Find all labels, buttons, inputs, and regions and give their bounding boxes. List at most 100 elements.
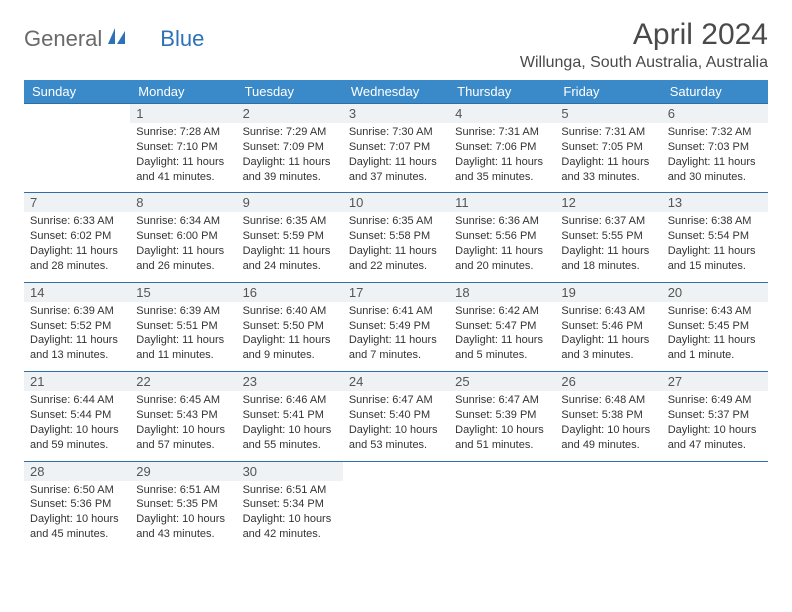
- day-info: Sunrise: 6:43 AMSunset: 5:45 PMDaylight:…: [662, 302, 768, 371]
- day-number-cell: 12: [555, 192, 661, 212]
- dayhead-sat: Saturday: [662, 80, 768, 103]
- day-info-cell: [24, 123, 130, 192]
- sunset-text: Sunset: 5:46 PM: [561, 319, 655, 334]
- day-number-cell: 9: [237, 192, 343, 212]
- day-number-cell: 11: [449, 192, 555, 212]
- daylight-text: Daylight: 11 hours: [136, 244, 230, 259]
- sunrise-text: Sunrise: 7:32 AM: [668, 125, 762, 140]
- day-number: 19: [555, 282, 661, 302]
- daylight-text: Daylight: 11 hours: [561, 155, 655, 170]
- dayhead-thu: Thursday: [449, 80, 555, 103]
- day-info-cell: Sunrise: 6:51 AMSunset: 5:35 PMDaylight:…: [130, 481, 236, 550]
- sunset-text: Sunset: 5:49 PM: [349, 319, 443, 334]
- day-number-cell: 22: [130, 371, 236, 391]
- daylight-text: and 3 minutes.: [561, 348, 655, 363]
- day-number: 18: [449, 282, 555, 302]
- sunset-text: Sunset: 6:00 PM: [136, 229, 230, 244]
- sunrise-text: Sunrise: 6:44 AM: [30, 393, 124, 408]
- daylight-text: Daylight: 10 hours: [136, 512, 230, 527]
- day-info: Sunrise: 6:50 AMSunset: 5:36 PMDaylight:…: [24, 481, 130, 550]
- sunrise-text: Sunrise: 6:45 AM: [136, 393, 230, 408]
- day-number-cell: 29: [130, 461, 236, 481]
- day-info-cell: [555, 481, 661, 550]
- calendar-table: Sunday Monday Tuesday Wednesday Thursday…: [24, 80, 768, 550]
- day-number-cell: [662, 461, 768, 481]
- daylight-text: Daylight: 11 hours: [243, 333, 337, 348]
- day-number: 11: [449, 192, 555, 212]
- daylight-text: Daylight: 11 hours: [561, 333, 655, 348]
- day-number: 2: [237, 103, 343, 123]
- week-info-row: Sunrise: 6:50 AMSunset: 5:36 PMDaylight:…: [24, 481, 768, 550]
- week-number-row: 78910111213: [24, 192, 768, 212]
- day-number: 21: [24, 371, 130, 391]
- sunset-text: Sunset: 5:37 PM: [668, 408, 762, 423]
- daylight-text: and 20 minutes.: [455, 259, 549, 274]
- sunrise-text: Sunrise: 6:41 AM: [349, 304, 443, 319]
- daylight-text: and 13 minutes.: [30, 348, 124, 363]
- day-number-cell: 3: [343, 103, 449, 123]
- daylight-text: and 28 minutes.: [30, 259, 124, 274]
- day-number: [555, 461, 661, 466]
- day-info: Sunrise: 7:32 AMSunset: 7:03 PMDaylight:…: [662, 123, 768, 192]
- daylight-text: Daylight: 10 hours: [30, 512, 124, 527]
- sunset-text: Sunset: 7:03 PM: [668, 140, 762, 155]
- sunset-text: Sunset: 6:02 PM: [30, 229, 124, 244]
- dayhead-sun: Sunday: [24, 80, 130, 103]
- sunrise-text: Sunrise: 7:30 AM: [349, 125, 443, 140]
- daylight-text: Daylight: 10 hours: [243, 512, 337, 527]
- sunrise-text: Sunrise: 7:31 AM: [561, 125, 655, 140]
- sunrise-text: Sunrise: 6:47 AM: [455, 393, 549, 408]
- brand-logo: General Blue: [24, 26, 204, 52]
- sunrise-text: Sunrise: 6:46 AM: [243, 393, 337, 408]
- day-info: Sunrise: 7:29 AMSunset: 7:09 PMDaylight:…: [237, 123, 343, 192]
- daylight-text: and 51 minutes.: [455, 438, 549, 453]
- sunset-text: Sunset: 5:41 PM: [243, 408, 337, 423]
- daylight-text: and 7 minutes.: [349, 348, 443, 363]
- day-info: Sunrise: 6:33 AMSunset: 6:02 PMDaylight:…: [24, 212, 130, 281]
- day-info: Sunrise: 6:38 AMSunset: 5:54 PMDaylight:…: [662, 212, 768, 281]
- sunrise-text: Sunrise: 6:39 AM: [136, 304, 230, 319]
- week-number-row: 21222324252627: [24, 371, 768, 391]
- daylight-text: and 22 minutes.: [349, 259, 443, 274]
- title-block: April 2024 Willunga, South Australia, Au…: [520, 18, 768, 72]
- day-info: [24, 123, 130, 185]
- day-number-cell: 28: [24, 461, 130, 481]
- day-number: 5: [555, 103, 661, 123]
- day-info: Sunrise: 6:36 AMSunset: 5:56 PMDaylight:…: [449, 212, 555, 281]
- day-number: 27: [662, 371, 768, 391]
- day-info: Sunrise: 6:46 AMSunset: 5:41 PMDaylight:…: [237, 391, 343, 460]
- day-info: Sunrise: 6:47 AMSunset: 5:39 PMDaylight:…: [449, 391, 555, 460]
- day-number: 29: [130, 461, 236, 481]
- day-info-cell: Sunrise: 6:39 AMSunset: 5:52 PMDaylight:…: [24, 302, 130, 371]
- day-info-cell: Sunrise: 6:47 AMSunset: 5:39 PMDaylight:…: [449, 391, 555, 460]
- day-number: 1: [130, 103, 236, 123]
- sunrise-text: Sunrise: 6:36 AM: [455, 214, 549, 229]
- daylight-text: Daylight: 11 hours: [136, 333, 230, 348]
- sunrise-text: Sunrise: 7:31 AM: [455, 125, 549, 140]
- daylight-text: and 37 minutes.: [349, 170, 443, 185]
- daylight-text: and 9 minutes.: [243, 348, 337, 363]
- daylight-text: and 30 minutes.: [668, 170, 762, 185]
- day-number-cell: 5: [555, 103, 661, 123]
- daylight-text: Daylight: 11 hours: [455, 333, 549, 348]
- day-number: 25: [449, 371, 555, 391]
- daylight-text: Daylight: 11 hours: [455, 244, 549, 259]
- week-number-row: 282930: [24, 461, 768, 481]
- sunset-text: Sunset: 7:06 PM: [455, 140, 549, 155]
- day-number: [343, 461, 449, 466]
- day-info-cell: Sunrise: 6:45 AMSunset: 5:43 PMDaylight:…: [130, 391, 236, 460]
- day-number-cell: [343, 461, 449, 481]
- day-number-cell: 10: [343, 192, 449, 212]
- day-info-cell: Sunrise: 7:31 AMSunset: 7:05 PMDaylight:…: [555, 123, 661, 192]
- day-info-cell: Sunrise: 6:42 AMSunset: 5:47 PMDaylight:…: [449, 302, 555, 371]
- daylight-text: and 43 minutes.: [136, 527, 230, 542]
- day-info: [343, 481, 449, 543]
- day-info-cell: Sunrise: 6:47 AMSunset: 5:40 PMDaylight:…: [343, 391, 449, 460]
- sunrise-text: Sunrise: 7:28 AM: [136, 125, 230, 140]
- daylight-text: and 11 minutes.: [136, 348, 230, 363]
- week-number-row: 14151617181920: [24, 282, 768, 302]
- day-number-cell: [555, 461, 661, 481]
- day-info: Sunrise: 7:31 AMSunset: 7:05 PMDaylight:…: [555, 123, 661, 192]
- sunrise-text: Sunrise: 7:29 AM: [243, 125, 337, 140]
- day-number: 20: [662, 282, 768, 302]
